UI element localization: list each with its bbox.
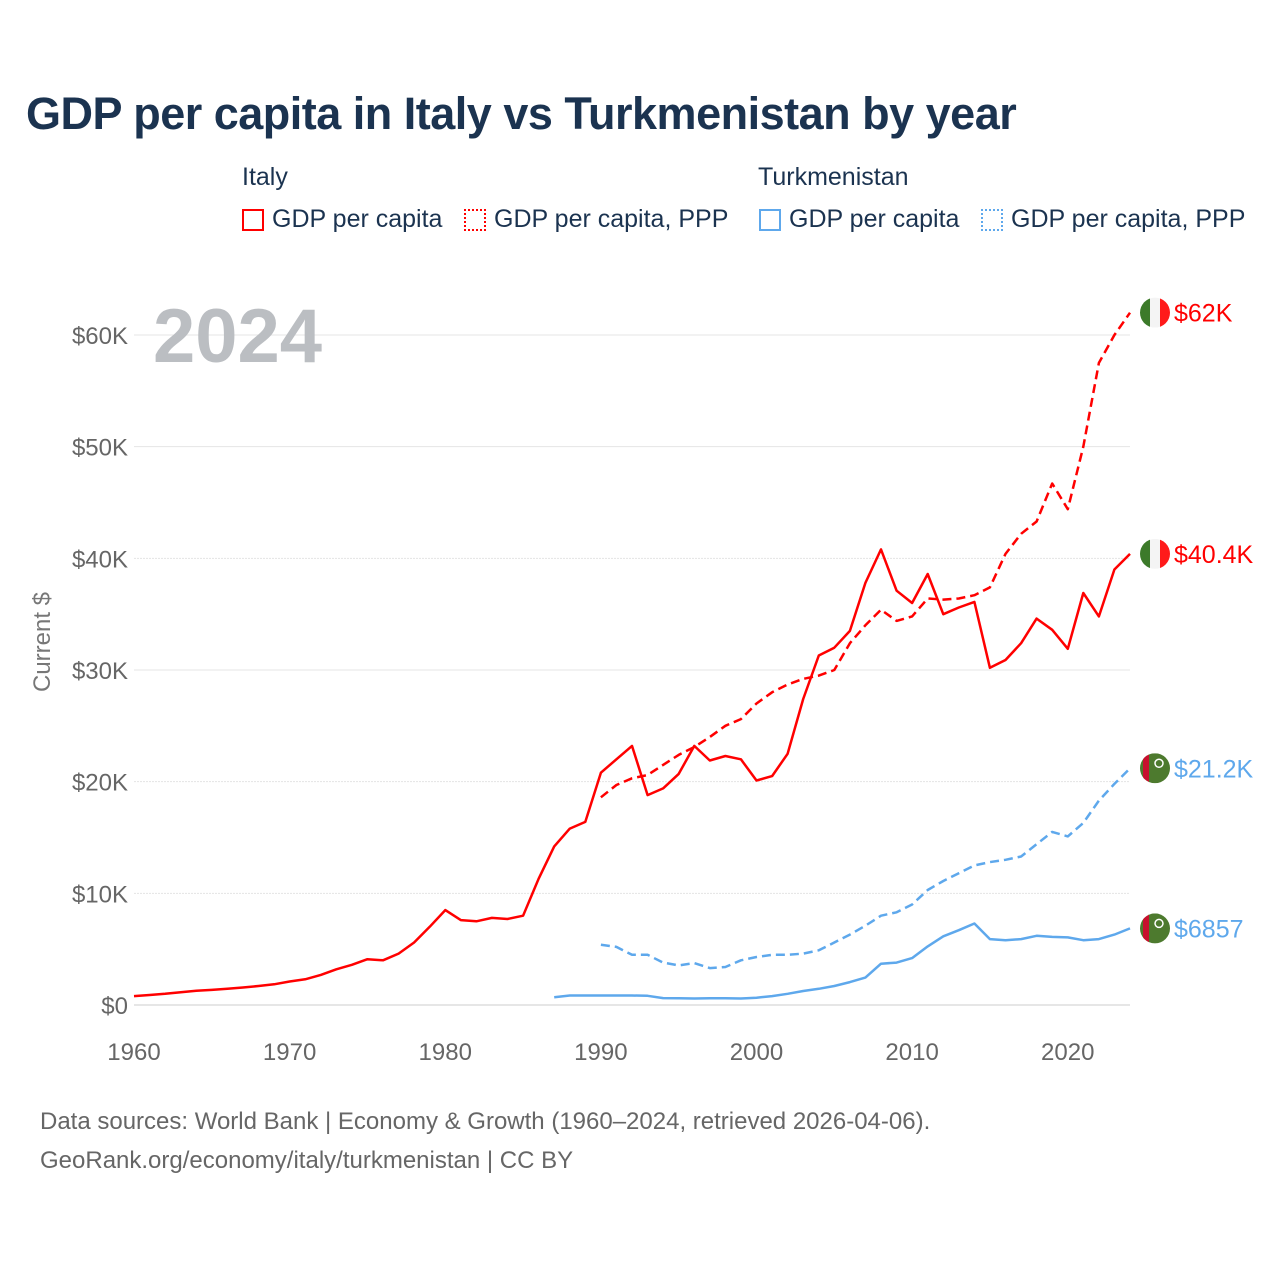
y-tick-label: $20K: [72, 770, 128, 797]
footer-credit: GeoRank.org/economy/italy/turkmenistan |…: [40, 1147, 574, 1174]
legend-swatch-dotted: [464, 208, 486, 231]
end-value-label: $6857: [1174, 915, 1244, 943]
flag-stripe: [1143, 913, 1149, 944]
y-tick-label: $10K: [72, 881, 128, 908]
x-tick-label: 2020: [1041, 1039, 1094, 1066]
y-tick-label: $30K: [72, 658, 128, 685]
flag-italy-icon: [1140, 297, 1170, 328]
series-line-turkmenistan-gdp: [554, 922, 1131, 1000]
x-tick-label: 1960: [107, 1039, 160, 1066]
legend-label: GDP per capita: [789, 205, 960, 233]
x-tick-label: 1970: [263, 1039, 316, 1066]
legend-italy-ppp[interactable]: GDP per capita, PPP: [464, 205, 728, 234]
x-tick-label: 1980: [419, 1039, 472, 1066]
legend-turkmenistan-gdp[interactable]: GDP per capita: [759, 205, 959, 234]
x-tick-label: 2000: [730, 1039, 783, 1066]
legend-italy-gdp[interactable]: GDP per capita: [242, 205, 442, 234]
y-axis-label: Current $: [29, 592, 56, 692]
y-tick-label: $40K: [72, 546, 128, 573]
flag-turkmenistan-icon: [1140, 913, 1170, 944]
flag-stripe: [1160, 538, 1170, 569]
x-tick-label: 2010: [885, 1039, 938, 1066]
legend-label: GDP per capita, PPP: [1011, 205, 1246, 233]
flag-stripe: [1140, 538, 1150, 569]
series-line-turkmenistan-ppp: [600, 767, 1131, 970]
flag-stripe: [1150, 538, 1160, 569]
end-value-label: $40.4K: [1174, 541, 1254, 569]
legend-swatch-dotted: [981, 208, 1003, 231]
flag-stripe: [1143, 753, 1149, 784]
flag-crescent: [1154, 758, 1164, 769]
legend-swatch-solid: [759, 208, 781, 231]
legend-turkmenistan-ppp[interactable]: GDP per capita, PPP: [981, 205, 1245, 234]
flag-stripe: [1150, 297, 1160, 328]
flag-italy-icon: [1140, 538, 1170, 569]
series-line-italy-ppp: [600, 311, 1132, 799]
series-line-italy-gdp: [133, 548, 1131, 998]
legend-swatch-solid: [242, 208, 264, 231]
legend-label: GDP per capita: [272, 205, 443, 233]
chart-title: GDP per capita in Italy vs Turkmenistan …: [26, 88, 1017, 139]
footer-sources: Data sources: World Bank | Economy & Gro…: [40, 1108, 931, 1135]
year-overlay: 2024: [153, 294, 322, 379]
flag-crescent: [1154, 918, 1164, 929]
legend-group-turkmenistan: Turkmenistan: [758, 163, 909, 191]
y-tick-label: $0: [101, 993, 128, 1020]
legend-group-italy: Italy: [242, 163, 288, 191]
legend-label: GDP per capita, PPP: [494, 205, 729, 233]
end-value-label: $62K: [1174, 300, 1233, 328]
end-value-label: $21.2K: [1174, 755, 1254, 783]
y-tick-label: $60K: [72, 323, 128, 350]
flag-turkmenistan-icon: [1140, 753, 1170, 784]
flag-stripe: [1160, 297, 1170, 328]
y-tick-label: $50K: [72, 435, 128, 462]
flag-stripe: [1140, 297, 1150, 328]
x-tick-label: 1990: [574, 1039, 627, 1066]
